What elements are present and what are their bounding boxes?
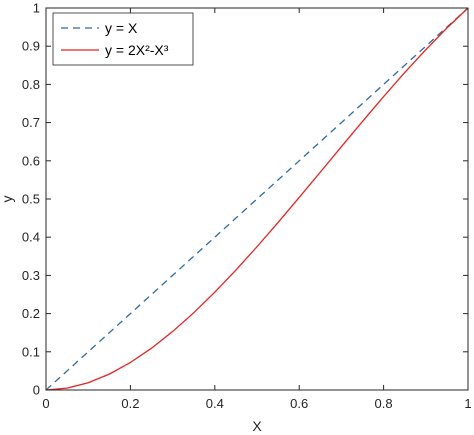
y-tick-label: 0.3 [22,268,40,283]
legend-entry-cubic: y = 2X²-X³ [105,42,169,58]
y-tick-label: 0.2 [22,306,40,321]
y-axis-label: y [0,196,15,203]
x-tick-label: 0.8 [375,396,393,411]
x-tick-label: 0 [42,396,49,411]
legend-entry-y-equals-x: y = X [105,20,138,36]
y-tick-label: 1 [33,1,40,16]
y-tick-label: 0.4 [22,230,40,245]
y-tick-label: 0.5 [22,192,40,207]
y-tick-label: 0.6 [22,153,40,168]
legend: y = X y = 2X²-X³ [52,12,194,66]
x-tick-label: 0.6 [290,396,308,411]
x-tick-label: 0.4 [206,396,224,411]
y-tick-label: 0 [33,383,40,398]
series-line-0 [45,7,469,391]
x-tick-label: 0.2 [121,396,139,411]
series-line-1 [45,7,469,391]
ticks-layer: 0 0.2 0.4 0.6 0.8 1 0 0.1 0.2 0.3 0.4 0.5 0.6 0.7 0.8 0… [22,1,472,412]
series-layer [45,7,469,391]
y-tick-label: 0.8 [22,77,40,92]
legend-box [52,12,194,66]
y-tick-label: 0.9 [22,39,40,54]
y-tick-label: 0.7 [22,115,40,130]
y-tick-label: 0.1 [22,344,40,359]
x-axis-label: X [252,418,262,434]
x-tick-label: 1 [464,396,471,411]
